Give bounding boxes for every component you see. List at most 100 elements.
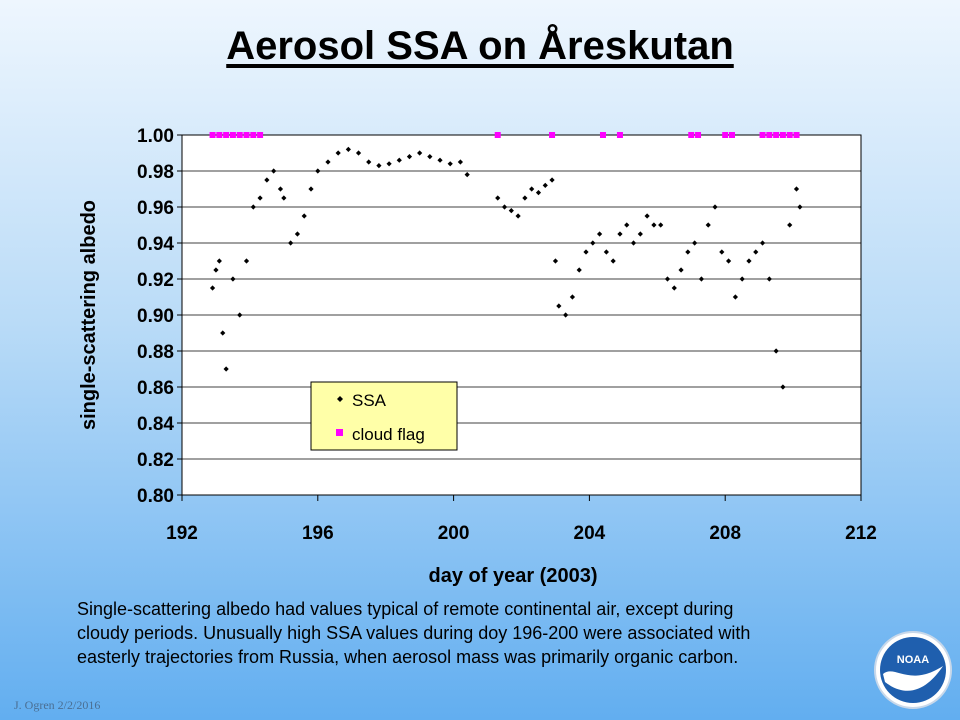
cloud-flag-point [722,132,729,138]
ssa-point [243,258,250,264]
ssa-point [250,204,256,210]
series-cloud-flag [209,132,800,138]
cloud-flag-point [216,132,223,138]
ssa-point [366,159,372,165]
ssa-point [542,182,548,188]
ssa-point [590,240,596,246]
ssa-point [406,154,413,160]
noaa-logo-text: NOAA [897,654,929,666]
ssa-point [793,186,800,192]
ssa-point [457,159,463,165]
ssa-point [552,258,559,264]
ssa-point [209,285,216,291]
ssa-point [325,159,331,165]
cloud-flag-point [688,132,695,138]
y-tick-label: 1.00 [137,126,174,147]
ssa-point [658,222,664,228]
ssa-point [719,249,725,255]
ssa-point [773,348,779,354]
cloud-flag-point [257,132,264,138]
legend-cloud-flag-label: cloud flag [352,425,425,444]
ssa-point [315,168,321,174]
ssa-point [277,186,284,192]
legend-box [310,381,458,451]
ssa-point [556,303,562,309]
x-tick-label: 208 [709,523,741,544]
cloud-flag-point [250,132,257,138]
ssa-point [396,157,402,163]
cloud-flag-point [728,132,735,138]
cloud-flag-point [786,132,793,138]
ssa-point [345,146,351,152]
ssa-point [739,276,745,282]
cloud-flag-point [759,132,766,138]
ssa-point [301,213,307,219]
ssa-point [780,384,786,390]
ssa-point [535,190,542,196]
ssa-point [515,213,521,219]
ssa-point [766,276,772,282]
x-tick-label: 196 [302,523,334,544]
ssa-point [237,312,243,318]
y-axis-label: single-scattering albedo [78,200,100,430]
y-tick-label: 0.92 [137,270,174,291]
ssa-point [583,249,589,255]
ssa-point [447,161,453,167]
ssa-point [529,186,535,192]
ssa-point [522,195,528,201]
gridlines [182,134,861,496]
ssa-point [671,285,677,291]
ssa-point [576,267,582,273]
ssa-point [692,240,698,246]
y-tick-label: 0.94 [137,234,174,255]
ssa-point [624,222,630,228]
caption-line: cloudy periods. Unusually high SSA value… [77,623,751,643]
legend-ssa-marker [337,396,343,402]
ssa-point [386,161,392,167]
ssa-point [223,366,229,372]
ssa-point [257,195,263,201]
cloud-flag-point [779,132,786,138]
cloud-flag-point [209,132,216,138]
y-tick-label: 0.98 [137,162,174,183]
cloud-flag-point [766,132,773,138]
ssa-point [630,240,637,246]
y-tick-label: 0.86 [137,378,174,399]
ssa-point [437,157,443,163]
ssa-point [705,222,711,228]
x-axis: 192 196 200 204 208 212 [166,495,877,544]
y-tick-label: 0.82 [137,450,174,471]
ssa-point [271,168,277,174]
y-tick-label: 0.88 [137,342,174,363]
ssa-point [427,154,433,160]
caption: Single-scattering albedo had values typi… [77,597,887,669]
legend-cloud-flag-marker [336,429,343,436]
y-tick-label: 0.90 [137,306,174,327]
ssa-point [294,231,301,237]
chart: 0.80 0.82 0.84 0.86 0.88 0.90 0.92 0.94 0.96 0.98… [78,126,877,587]
cloud-flag-point [223,132,230,138]
ssa-point [281,195,287,201]
cloud-flag-point [695,132,702,138]
x-tick-label: 212 [845,523,877,544]
cloud-flag-point [773,132,780,138]
plot-area: 0.80 0.82 0.84 0.86 0.88 0.90 0.92 0.94 0.96 0.98… [137,126,877,544]
ssa-point [603,249,609,255]
ssa-point [698,276,705,282]
ssa-point [732,294,738,300]
footer-credit: J. Ogren 2/2/2016 [14,698,101,712]
legend: SSA cloud flag [310,381,458,451]
ssa-point [264,177,270,183]
ssa-point [725,258,732,264]
cloud-flag-point [243,132,250,138]
series-ssa [209,146,803,390]
cloud-flag-point [494,132,501,138]
legend-ssa-label: SSA [352,391,387,410]
ssa-point [746,258,752,264]
y-tick-label: 0.80 [137,486,174,507]
caption-line: easterly trajectories from Russia, when … [77,647,739,667]
y-tick-label: 0.96 [137,198,174,219]
x-tick-label: 204 [574,523,606,544]
ssa-point [216,258,222,264]
ssa-point [213,267,219,273]
